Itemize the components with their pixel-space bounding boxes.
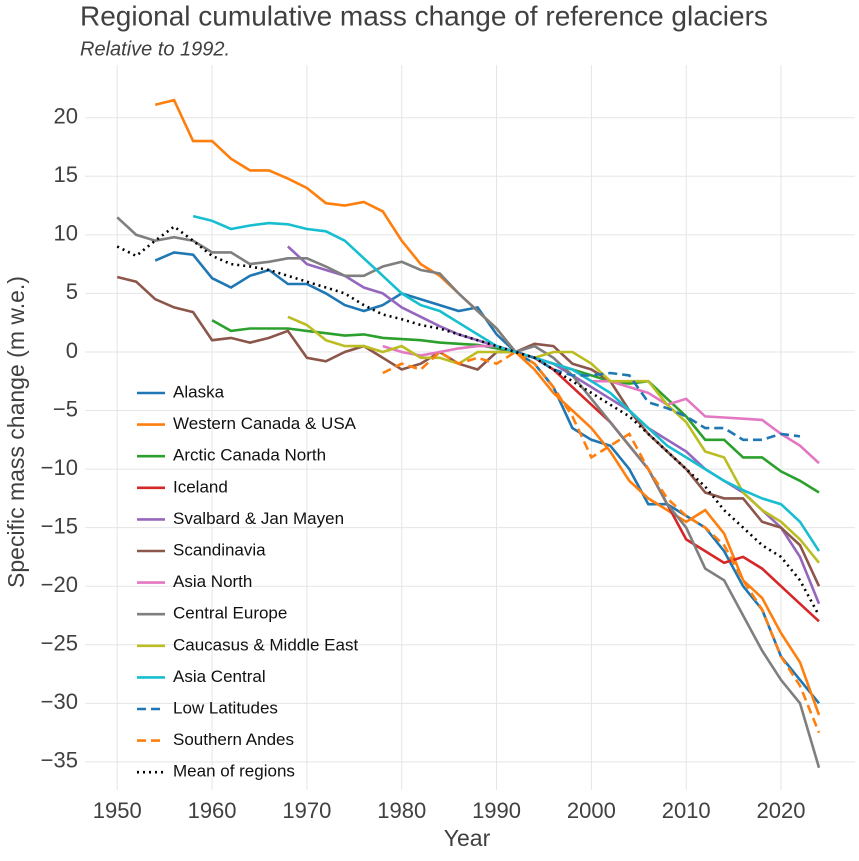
legend-label: Central Europe bbox=[173, 604, 287, 623]
series-line bbox=[382, 344, 820, 465]
y-tick-label: −35 bbox=[41, 748, 78, 773]
y-tick-label: −5 bbox=[53, 396, 78, 421]
series-line bbox=[116, 275, 821, 587]
x-tick-label: 2010 bbox=[662, 798, 711, 823]
chart-title: Regional cumulative mass change of refer… bbox=[80, 0, 768, 31]
y-tick-label: −30 bbox=[41, 689, 78, 714]
series-line bbox=[154, 98, 821, 716]
y-tick-label: 20 bbox=[54, 104, 78, 129]
y-tick-label: 5 bbox=[66, 279, 78, 304]
legend-label: Southern Andes bbox=[173, 730, 294, 749]
series-line bbox=[192, 214, 821, 552]
x-tick-label: 1960 bbox=[188, 798, 237, 823]
legend-label: Asia Central bbox=[173, 667, 266, 686]
series-line bbox=[515, 350, 801, 442]
x-axis-title: Year bbox=[444, 825, 491, 851]
legend-label: Svalbard & Jan Mayen bbox=[173, 509, 344, 528]
x-tick-label: 2000 bbox=[567, 798, 616, 823]
chart-subtitle: Relative to 1992. bbox=[80, 38, 230, 60]
legend-label: Mean of regions bbox=[173, 762, 295, 781]
x-tick-label: 1990 bbox=[472, 798, 521, 823]
series-line bbox=[116, 224, 821, 617]
y-tick-label: −25 bbox=[41, 631, 78, 656]
series-line bbox=[287, 315, 821, 564]
series-line bbox=[287, 245, 821, 605]
legend-label: Arctic Canada North bbox=[173, 446, 326, 465]
y-tick-label: 10 bbox=[54, 221, 78, 246]
y-tick-label: 0 bbox=[66, 338, 78, 363]
legend-label: Low Latitudes bbox=[173, 698, 278, 717]
legend-label: Alaska bbox=[173, 382, 225, 401]
series-line bbox=[116, 216, 821, 769]
legend-label: Scandinavia bbox=[173, 540, 266, 559]
legend-label: Asia North bbox=[173, 572, 252, 591]
y-axis-title: Specific mass change (m w.e.) bbox=[3, 276, 29, 588]
legend-label: Iceland bbox=[173, 477, 228, 496]
x-tick-label: 1970 bbox=[282, 798, 331, 823]
legend-label: Caucasus & Middle East bbox=[173, 635, 358, 654]
x-tick-label: 1980 bbox=[377, 798, 426, 823]
series-line bbox=[382, 350, 821, 734]
y-tick-label: −20 bbox=[41, 572, 78, 597]
y-tick-label: −15 bbox=[41, 513, 78, 538]
legend-label: Western Canada & USA bbox=[173, 414, 357, 433]
y-tick-label: 15 bbox=[54, 162, 78, 187]
y-tick-label: −10 bbox=[41, 455, 78, 480]
x-tick-label: 1950 bbox=[93, 798, 142, 823]
x-tick-label: 2020 bbox=[757, 798, 806, 823]
